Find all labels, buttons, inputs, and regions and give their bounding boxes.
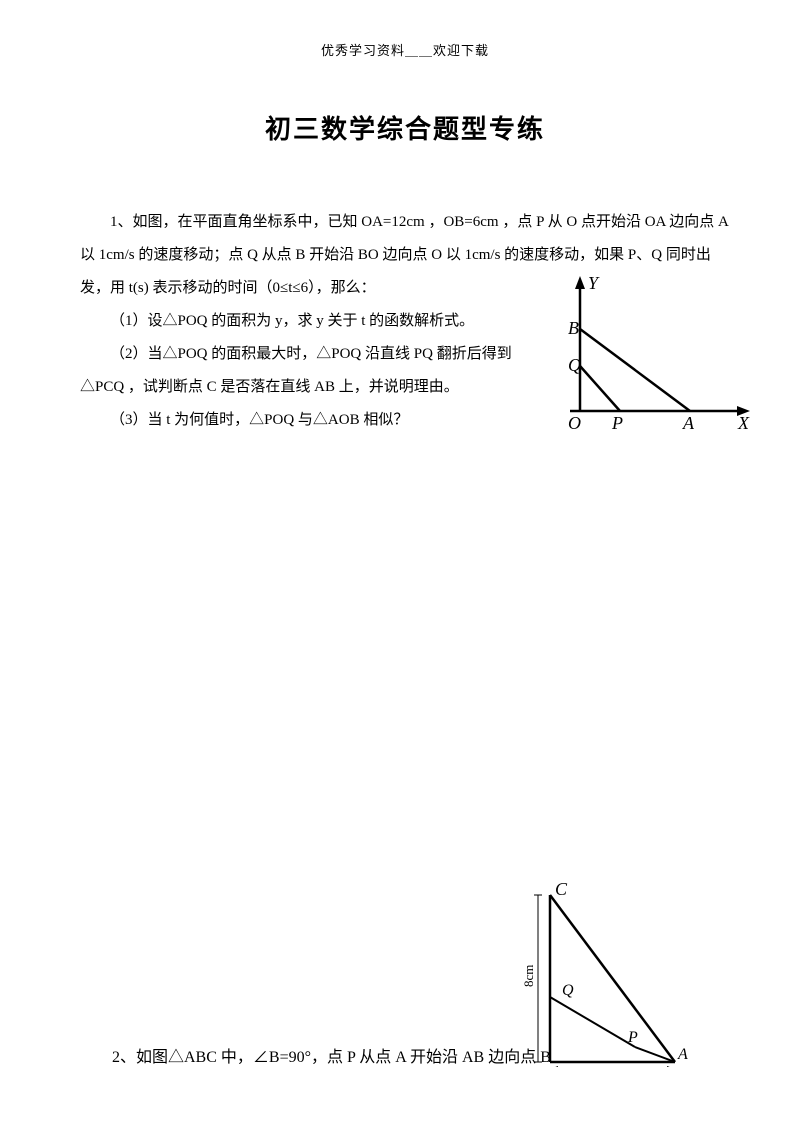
label-P2: P [627, 1029, 638, 1046]
label-C: C [555, 879, 568, 899]
page-header: 优秀学习资料＿＿欢迎下载 [80, 40, 730, 59]
content-area: 1、如图，在平面直角坐标系中，已知 OA=12cm ，OB=6cm ，点 P 从… [80, 206, 730, 437]
problem-1-q1: （1）设△POQ 的面积为 y，求 y 关于 t 的函数解析式。 [80, 305, 540, 338]
problem-2: 2、如图△ABC 中，∠B=90°，点 P 从点 A 开始沿 AB 边向点 B … [80, 1043, 730, 1067]
problem-1: 1、如图，在平面直角坐标系中，已知 OA=12cm ，OB=6cm ，点 P 从… [80, 206, 730, 437]
label-Q2: Q [562, 982, 574, 999]
label-A: A [682, 413, 695, 433]
problem-1-q3: （3）当 t 为何值时，△POQ 与△AOB 相似？ [80, 404, 540, 437]
problem-2-text: 2、如图△ABC 中，∠B=90°，点 P 从点 A 开始沿 AB 边向点 B [80, 1043, 560, 1067]
figure-1-coordinate-system: B Q O P A X Y [550, 271, 760, 436]
label-A2: A [677, 1046, 688, 1063]
figure-2-triangle: C Q P A 8cm 6cm [520, 877, 700, 1067]
problem-1-q2: （2）当△POQ 的面积最大时，△POQ 沿直线 PQ 翻折后得到△PCQ ，试… [80, 338, 540, 404]
document-title: 初三数学综合题型专练 [80, 109, 730, 146]
label-8cm: 8cm [521, 965, 536, 987]
label-O: O [568, 413, 581, 433]
label-B: B [568, 318, 579, 338]
label-Q: Q [568, 355, 581, 375]
label-Y: Y [588, 273, 600, 293]
label-P: P [611, 413, 623, 433]
label-X: X [737, 413, 750, 433]
